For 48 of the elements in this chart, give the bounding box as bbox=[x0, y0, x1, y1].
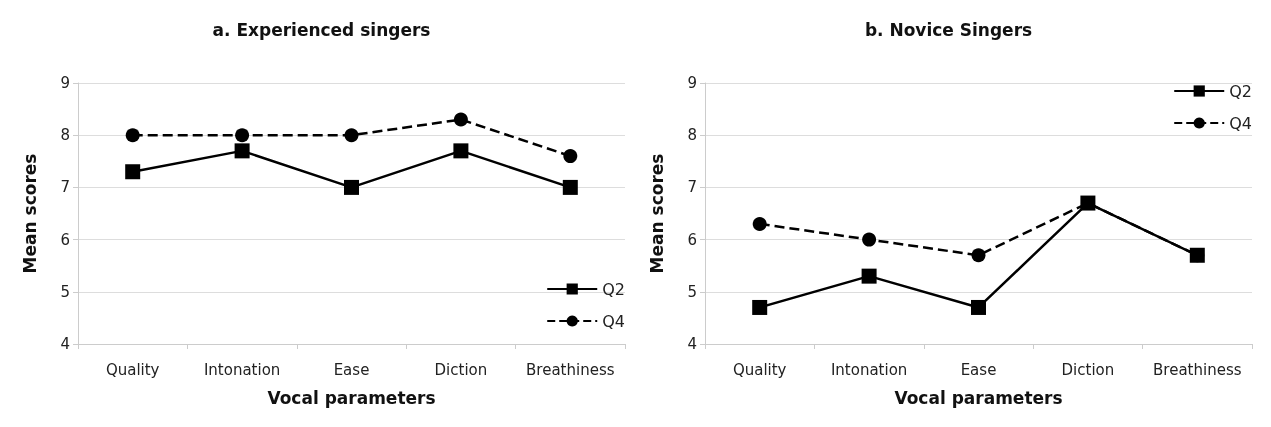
point bbox=[125, 128, 140, 143]
x-axis-title: Vocal parameters bbox=[267, 387, 436, 408]
y-tick-label: 8 bbox=[60, 126, 70, 145]
point bbox=[235, 128, 250, 143]
y-tick-label: 4 bbox=[687, 335, 697, 353]
point bbox=[971, 299, 986, 315]
x-tick-label: Intonation bbox=[830, 360, 908, 379]
y-tick-label: 7 bbox=[687, 178, 697, 197]
legend-label: Q4 bbox=[1229, 113, 1253, 133]
x-tick-label: Ease bbox=[333, 360, 370, 379]
point bbox=[752, 216, 767, 231]
x-tick-label: Quality bbox=[105, 360, 160, 379]
point bbox=[344, 179, 359, 195]
x-tick-label: Diction bbox=[434, 360, 488, 379]
legend-label: Q2 bbox=[602, 279, 626, 299]
y-tick-label: 7 bbox=[60, 178, 70, 197]
point bbox=[752, 299, 768, 315]
x-tick-label: Intonation bbox=[203, 360, 281, 379]
x-tick-label: Breathiness bbox=[1153, 360, 1242, 379]
y-tick-label: 4 bbox=[60, 335, 70, 353]
y-tick-label: 9 bbox=[687, 74, 697, 92]
point bbox=[971, 248, 986, 263]
chart-title: a. Experienced singers bbox=[212, 19, 431, 40]
y-tick-label: 5 bbox=[687, 282, 697, 301]
point bbox=[234, 143, 250, 159]
y-tick-label: 9 bbox=[60, 74, 70, 92]
y-tick-label: 6 bbox=[687, 230, 697, 249]
y-tick-label: 5 bbox=[60, 282, 70, 301]
chart-title: b. Novice Singers bbox=[864, 19, 1033, 40]
y-tick-label: 8 bbox=[687, 126, 697, 145]
x-tick-label: Ease bbox=[960, 360, 997, 379]
y-axis-title: Mean scores bbox=[646, 153, 667, 274]
y-tick-label: 6 bbox=[60, 230, 70, 249]
legend-label: Q2 bbox=[1229, 81, 1253, 101]
point bbox=[861, 268, 877, 284]
point bbox=[344, 128, 359, 143]
point bbox=[125, 164, 141, 180]
x-tick-label: Diction bbox=[1061, 360, 1115, 379]
point bbox=[562, 179, 578, 195]
legend-label: Q4 bbox=[602, 311, 626, 331]
point bbox=[453, 112, 468, 127]
x-axis-title: Vocal parameters bbox=[894, 387, 1063, 408]
point bbox=[862, 232, 877, 247]
y-axis-title: Mean scores bbox=[19, 153, 40, 274]
point bbox=[453, 143, 469, 159]
x-tick-label: Quality bbox=[732, 360, 787, 379]
x-tick-label: Breathiness bbox=[526, 360, 615, 379]
point bbox=[563, 149, 578, 164]
